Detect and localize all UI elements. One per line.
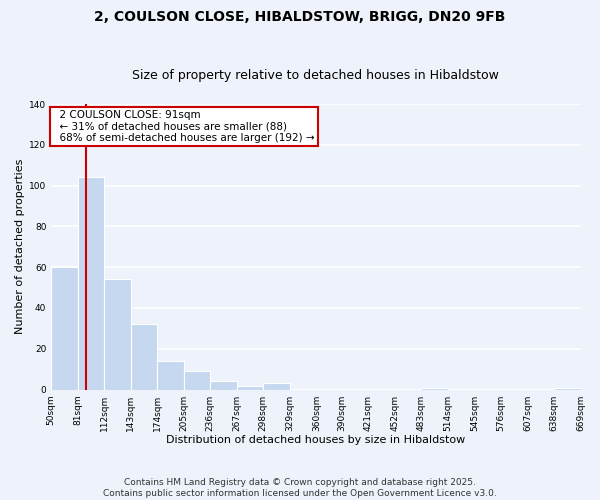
Title: Size of property relative to detached houses in Hibaldstow: Size of property relative to detached ho… [133,69,499,82]
Bar [263,384,290,390]
Bar [184,371,211,390]
Bar [421,388,448,390]
Text: Contains HM Land Registry data © Crown copyright and database right 2025.
Contai: Contains HM Land Registry data © Crown c… [103,478,497,498]
X-axis label: Distribution of detached houses by size in Hibaldstow: Distribution of detached houses by size … [166,435,466,445]
Text: 2, COULSON CLOSE, HIBALDSTOW, BRIGG, DN20 9FB: 2, COULSON CLOSE, HIBALDSTOW, BRIGG, DN2… [94,10,506,24]
Bar [211,382,237,390]
Bar [131,324,157,390]
Bar [78,178,104,390]
Bar [104,280,131,390]
Text: 2 COULSON CLOSE: 91sqm
  ← 31% of detached houses are smaller (88)
  68% of semi: 2 COULSON CLOSE: 91sqm ← 31% of detached… [53,110,314,144]
Bar [554,388,581,390]
Y-axis label: Number of detached properties: Number of detached properties [15,159,25,334]
Bar [51,267,78,390]
Bar [157,361,184,390]
Bar [237,386,263,390]
